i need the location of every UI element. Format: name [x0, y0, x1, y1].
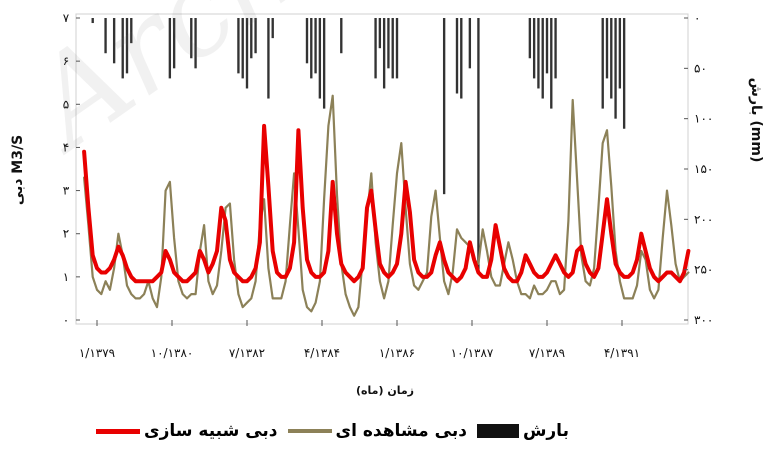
legend-swatch-simulated [96, 428, 140, 434]
x-tick-label: ۴/۱۳۸۴ [304, 346, 340, 360]
precipitation-bar [314, 18, 317, 74]
y-right-tick-label: ۱۵۰ [694, 162, 713, 176]
precipitation-bar [387, 18, 390, 69]
y-right-tick-label: ۲۵۰ [694, 263, 713, 277]
y-left-tick-label: ۵ [63, 97, 69, 111]
precipitation-bar [477, 18, 480, 270]
legend-label-simulated: دبی شبیه سازی [144, 421, 278, 441]
precipitation-bar [318, 18, 322, 99]
x-tick-label: ۴/۱۳۹۱ [604, 346, 640, 360]
legend-swatch-precipitation [476, 424, 519, 438]
x-tick-label: ۱۰/۱۳۸۰ [151, 346, 194, 360]
y-right-tick-label: ۲۰۰ [694, 212, 713, 226]
precipitation-bar [130, 18, 133, 44]
precipitation-bar [442, 18, 446, 195]
precipitation-bar [91, 18, 94, 24]
discharge-lines [82, 94, 691, 317]
observed-discharge-line [82, 94, 690, 317]
precipitation-bar [104, 18, 107, 54]
precipitation-bar [340, 18, 343, 54]
precipitation-bar [168, 18, 172, 79]
y-left-tick-label: ۱ [63, 270, 69, 284]
precipitation-bar [254, 18, 257, 54]
precipitation-bar [125, 18, 129, 74]
x-tick-label: ۱۰/۱۳۸۷ [451, 346, 494, 360]
precipitation-bar [310, 18, 313, 79]
precipitation-bar [391, 18, 394, 79]
precipitation-bar [618, 18, 622, 89]
chart: ۰ ۱ ۲ ۳ ۴ ۵ ۶ ۷ ۰ ۵۰ ۱۰۰ ۱۵۰ ۲۰۰ ۲۵۰ ۳۰۰ ۱/۱۳۷۹ ۱۰/۱۳۸۰ ۷… [10, 11, 764, 397]
y-right-tick-label: ۱۰۰ [694, 112, 713, 126]
precipitation-bars [91, 18, 626, 270]
precipitation-bar [237, 18, 240, 74]
precipitation-bar [250, 18, 253, 59]
y-axis-right-title: بارش (mm) [748, 78, 764, 163]
x-tick-label: ۷/۱۳۸۹ [529, 346, 565, 360]
precipitation-bar [605, 18, 609, 79]
precipitation-bar [545, 18, 549, 74]
y-left-tick-label: ۲ [63, 227, 69, 241]
y-right-tick-label: ۵۰ [694, 61, 707, 75]
precipitation-bar [382, 18, 386, 89]
precipitation-bar [305, 18, 309, 64]
simulated-discharge-line [82, 123, 691, 284]
precipitation-bar [622, 18, 626, 129]
legend-item-observed: دبی مشاهده ای [287, 421, 467, 441]
precipitation-bar [112, 18, 116, 64]
legend-label-observed: دبی مشاهده ای [335, 421, 467, 441]
y-left-tick-label: ۳ [63, 184, 70, 198]
x-axis-title: زمان (ماه) [356, 384, 414, 397]
precipitation-bar [190, 18, 193, 59]
precipitation-bar [537, 18, 540, 89]
precipitation-bar [468, 18, 472, 69]
legend: دبی شبیه سازی دبی مشاهده ای بارش [96, 414, 656, 448]
y-axis-left-title: دبی M3/S [10, 135, 26, 205]
precipitation-bar [395, 18, 399, 79]
precipitation-bar [610, 18, 613, 99]
precipitation-bar [614, 18, 617, 119]
precipitation-bar [322, 18, 326, 109]
y-right-tick-label: ۰ [694, 11, 700, 25]
precipitation-bar [378, 18, 382, 49]
precipitation-bar [194, 18, 197, 69]
precipitation-bar [550, 18, 553, 109]
precipitation-bar [172, 18, 176, 69]
y-right-tick-label: ۳۰۰ [694, 313, 713, 327]
precipitation-bar [241, 18, 244, 79]
x-tick-label: ۱/۱۳۸۶ [379, 346, 415, 360]
y-left-tick-label: ۶ [63, 54, 69, 68]
precipitation-bar [245, 18, 249, 89]
y-left-tick-label: ۷ [63, 11, 70, 25]
y-left-tick-label: ۰ [63, 313, 69, 327]
precipitation-bar [121, 18, 124, 79]
precipitation-bar [554, 18, 557, 79]
precipitation-bar [267, 18, 270, 99]
y-left-tick-label: ۴ [63, 140, 69, 154]
precipitation-bar [601, 18, 604, 109]
precipitation-bar [455, 18, 459, 94]
legend-label-precipitation: بارش [522, 421, 569, 441]
precipitation-bar [532, 18, 536, 79]
x-tick-label: ۱/۱۳۷۹ [79, 346, 115, 360]
precipitation-bar [541, 18, 544, 99]
precipitation-bar [528, 18, 532, 59]
precipitation-bar [271, 18, 274, 39]
legend-item-precipitation: بارش [476, 421, 569, 441]
legend-swatch-observed [287, 429, 332, 433]
precipitation-bar [460, 18, 463, 99]
axes: ۰ ۱ ۲ ۳ ۴ ۵ ۶ ۷ ۰ ۵۰ ۱۰۰ ۱۵۰ ۲۰۰ ۲۵۰ ۳۰۰ ۱/۱۳۷۹ ۱۰/۱۳۸۰ ۷… [63, 11, 714, 360]
plot-frame [75, 13, 689, 325]
precipitation-bar [374, 18, 377, 79]
legend-item-simulated: دبی شبیه سازی [96, 421, 278, 441]
x-tick-label: ۷/۱۳۸۲ [229, 346, 265, 360]
